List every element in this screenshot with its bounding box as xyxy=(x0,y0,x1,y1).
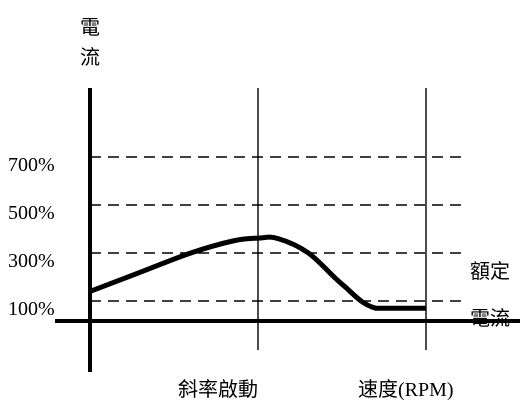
gridlines xyxy=(90,156,468,302)
x-marker-label: 速度(RPM) xyxy=(358,378,454,401)
rated-current-label-line2: 電流 xyxy=(470,306,510,330)
x-marker-label: 斜率啟動 xyxy=(178,377,258,401)
rated-current-label-line1: 額定 xyxy=(470,259,510,283)
y-axis-title-char: 流 xyxy=(80,45,100,69)
y-tick-label: 500% xyxy=(8,202,55,224)
y-tick-label: 300% xyxy=(8,250,55,272)
y-axis-title: 電流 xyxy=(80,15,100,69)
y-tick-label: 700% xyxy=(8,154,55,176)
y-axis-title-char: 電 xyxy=(80,15,100,39)
y-tick-labels: 700% 500% 300% 100% xyxy=(8,154,55,320)
y-tick-label: 100% xyxy=(8,298,55,320)
current-curve xyxy=(89,234,426,311)
x-marker-labels: 斜率啟動 速度(RPM) xyxy=(178,377,454,401)
